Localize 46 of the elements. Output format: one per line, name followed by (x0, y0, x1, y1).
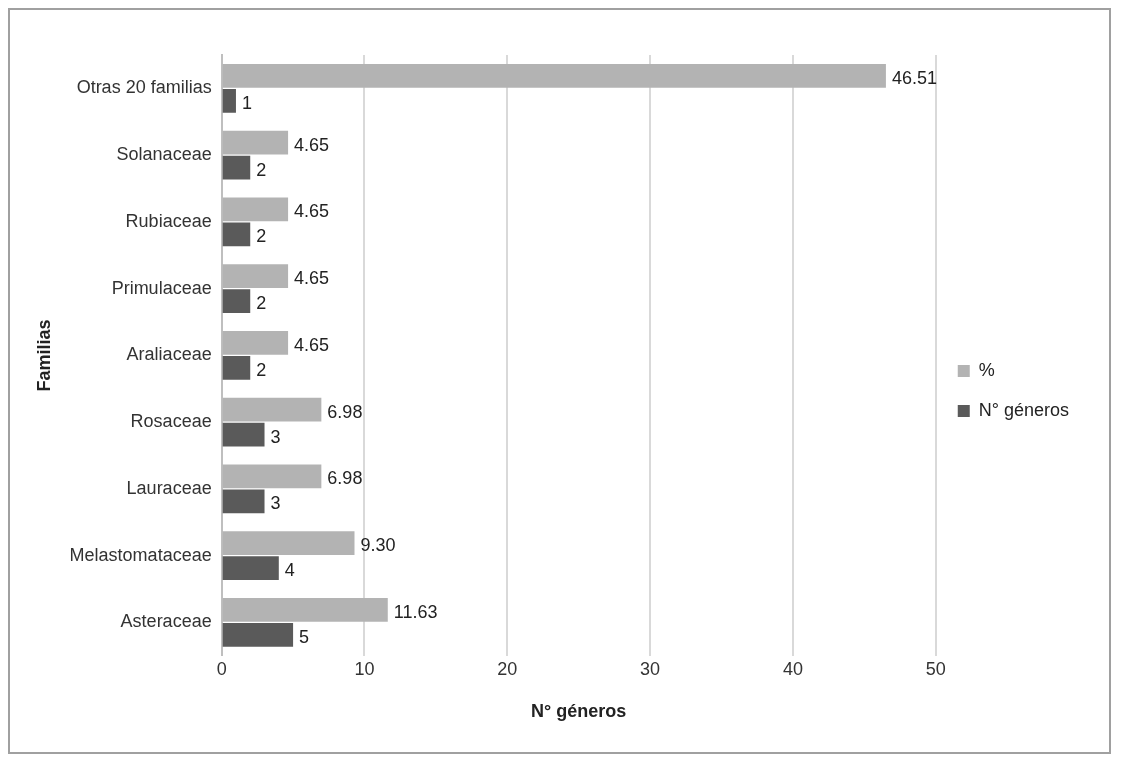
bar (222, 289, 251, 314)
y-tick-label: Asteraceae (120, 611, 212, 632)
data-label: 46.51 (891, 67, 937, 88)
data-label: 4 (284, 560, 295, 581)
y-tick-label: Araliaceae (126, 344, 212, 365)
x-tick-label: 50 (925, 658, 946, 679)
x-axis-title: N° géneros (531, 701, 627, 722)
data-label: 4.65 (294, 334, 330, 355)
y-tick-label: Rosaceae (130, 411, 212, 432)
x-tick-label: 30 (640, 658, 661, 679)
bar (222, 489, 265, 514)
bar (222, 556, 279, 581)
y-tick-label: Lauraceae (126, 477, 212, 498)
data-label: 4.65 (294, 134, 330, 155)
x-tick-label: 0 (216, 658, 227, 679)
data-label: 6.98 (327, 401, 363, 422)
data-label: 9.30 (360, 535, 396, 556)
bar (222, 356, 251, 380)
data-label: 6.98 (327, 468, 363, 489)
data-label: 2 (256, 359, 267, 380)
x-tick-label: 10 (354, 658, 375, 679)
bar (222, 155, 251, 180)
legend-label: % (978, 359, 995, 380)
y-tick-label: Melastomataceae (69, 544, 212, 565)
y-tick-label: Primulaceae (111, 277, 212, 298)
data-label: 2 (256, 226, 267, 247)
bar (222, 222, 251, 247)
bar (222, 89, 236, 113)
y-tick-label: Otras 20 familias (76, 77, 212, 98)
bar (222, 422, 265, 447)
data-label: 11.63 (393, 601, 438, 622)
data-label: 1 (241, 92, 252, 113)
y-tick-label: Solanaceae (116, 144, 212, 165)
data-label: 2 (256, 293, 267, 314)
bar (222, 623, 294, 647)
data-label: 4.65 (294, 268, 330, 289)
x-tick-label: 40 (782, 658, 803, 679)
data-label: 2 (256, 159, 267, 180)
y-axis-title: Familias (33, 319, 54, 392)
data-label: 5 (299, 626, 310, 647)
data-label: 3 (270, 493, 281, 514)
legend-label: N° géneros (978, 399, 1069, 420)
y-tick-label: Rubiaceae (125, 210, 212, 231)
data-label: 4.65 (294, 201, 330, 222)
x-tick-label: 20 (497, 658, 518, 679)
data-label: 3 (270, 426, 281, 447)
